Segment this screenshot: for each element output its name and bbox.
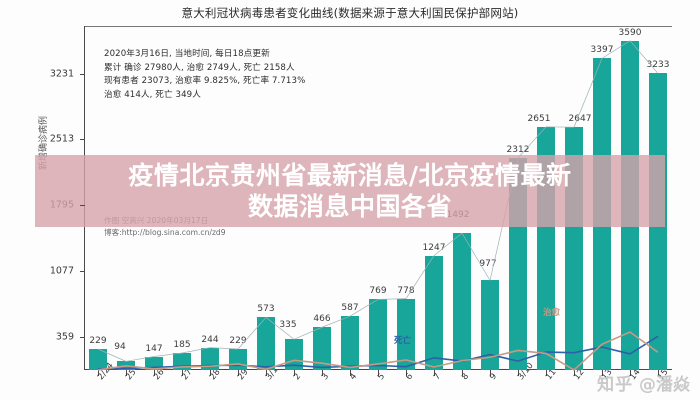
bar-value-label: 778 [397, 285, 415, 296]
bar-value-label: 977 [479, 259, 497, 270]
watermark-site: 知乎 [597, 375, 634, 395]
bar [341, 316, 359, 370]
bar-value-label: 147 [145, 343, 163, 354]
x-tick-label: 3 [320, 371, 332, 383]
x-tick-label: 9 [488, 371, 500, 383]
bar [229, 349, 247, 370]
x-tick-mark [490, 370, 491, 376]
annotation-line-3: 现有患者 23073, 治愈率 9.825%, 死亡率 7.713% [104, 76, 306, 86]
x-tick-mark [98, 370, 99, 376]
overlay-line-1: 疫情北京贵州省最新消息/北京疫情最新 [128, 161, 572, 190]
x-tick-mark [210, 370, 211, 376]
bar-value-label: 587 [341, 303, 359, 314]
x-tick-label: 5 [376, 371, 388, 383]
bar-value-label: 3233 [646, 60, 670, 71]
y-tick-mark [80, 139, 85, 141]
plot-top-border [84, 26, 672, 27]
bar [425, 255, 443, 370]
bar-value-label: 335 [279, 320, 297, 331]
bar-value-label: 229 [229, 335, 247, 346]
bar [117, 361, 135, 370]
annotation-line-4: 治愈 414人, 死亡 349人 [104, 89, 201, 100]
x-tick-mark [658, 370, 659, 376]
y-tick-label: 1077 [49, 265, 74, 277]
bar-value-label: 94 [114, 342, 126, 353]
bar-value-label: 3590 [618, 27, 642, 38]
x-tick-mark [518, 370, 519, 376]
x-tick-mark [266, 370, 267, 376]
x-tick-mark [574, 370, 575, 376]
y-tick-mark [80, 205, 85, 207]
bar [145, 356, 163, 370]
y-tick-label: 3231 [49, 68, 74, 80]
bar [481, 280, 499, 370]
bar-value-label: 229 [89, 335, 107, 346]
x-tick-mark [350, 370, 351, 376]
overlay-line-2: 数据消息中国各省 [247, 192, 452, 221]
x-tick-mark [294, 370, 295, 376]
bar-value-label: 2651 [527, 113, 551, 124]
x-tick-label: 6 [404, 371, 416, 383]
bar-value-label: 2312 [506, 144, 530, 155]
x-tick-mark [462, 370, 463, 376]
y-tick-label: 2513 [49, 133, 74, 145]
x-tick-mark [406, 370, 407, 376]
overlay-banner-background [35, 155, 665, 227]
chart-annotation-box: 2020年3月16日, 当地时间, 每日18点更新 累计 确诊 27980人, … [104, 48, 305, 102]
y-tick-mark [80, 271, 85, 273]
x-tick-label: 8 [460, 371, 472, 383]
y-tick-mark [80, 73, 85, 75]
credit-blog: 博客:http://blog.sina.com.cn/zd9 [104, 228, 226, 237]
bar [257, 317, 275, 370]
x-tick-mark [546, 370, 547, 376]
bar-value-label: 244 [201, 334, 219, 345]
x-tick-label: 4 [348, 371, 360, 383]
bar-value-label: 1247 [422, 242, 446, 253]
bar [369, 299, 387, 370]
watermark: 知乎 @潘焱 [597, 370, 690, 395]
watermark-handle: @潘焱 [639, 375, 690, 395]
x-tick-mark [238, 370, 239, 376]
bar-value-label: 466 [313, 314, 331, 325]
x-tick-label: 7 [432, 371, 444, 383]
x-tick-mark [602, 370, 603, 376]
x-tick-mark [322, 370, 323, 376]
bar [173, 353, 191, 370]
y-tick-label: 359 [55, 331, 74, 343]
x-tick-mark [182, 370, 183, 376]
series-label-cured: 治愈 [543, 308, 561, 318]
x-tick-mark [630, 370, 631, 376]
bar-value-label: 3397 [590, 45, 614, 56]
y-tick-mark [80, 337, 85, 339]
bar-value-label: 185 [173, 340, 191, 351]
bar-value-label: 2647 [568, 114, 592, 125]
x-tick-mark [378, 370, 379, 376]
annotation-line-2: 累计 确诊 27980人, 治愈 2749人, 死亡 2158人 [104, 62, 295, 73]
chart-title: 意大利冠状病毒患者变化曲线(数据来源于意大利国民保护部网站) [181, 6, 519, 20]
x-tick-mark [154, 370, 155, 376]
overlay-banner-text: 疫情北京贵州省最新消息/北京疫情最新 数据消息中国各省 [35, 158, 665, 224]
x-tick-mark [434, 370, 435, 376]
series-label-death: 死亡 [394, 336, 412, 346]
bar [201, 347, 219, 370]
bar [453, 233, 471, 370]
bar-value-label: 769 [369, 286, 387, 297]
bar [285, 339, 303, 370]
bar [89, 349, 107, 370]
annotation-line-1: 2020年3月16日, 当地时间, 每日18点更新 [104, 49, 270, 59]
bar [313, 327, 331, 370]
x-tick-label: 2 [292, 371, 304, 383]
bar-value-label: 573 [257, 304, 275, 315]
x-tick-mark [126, 370, 127, 376]
